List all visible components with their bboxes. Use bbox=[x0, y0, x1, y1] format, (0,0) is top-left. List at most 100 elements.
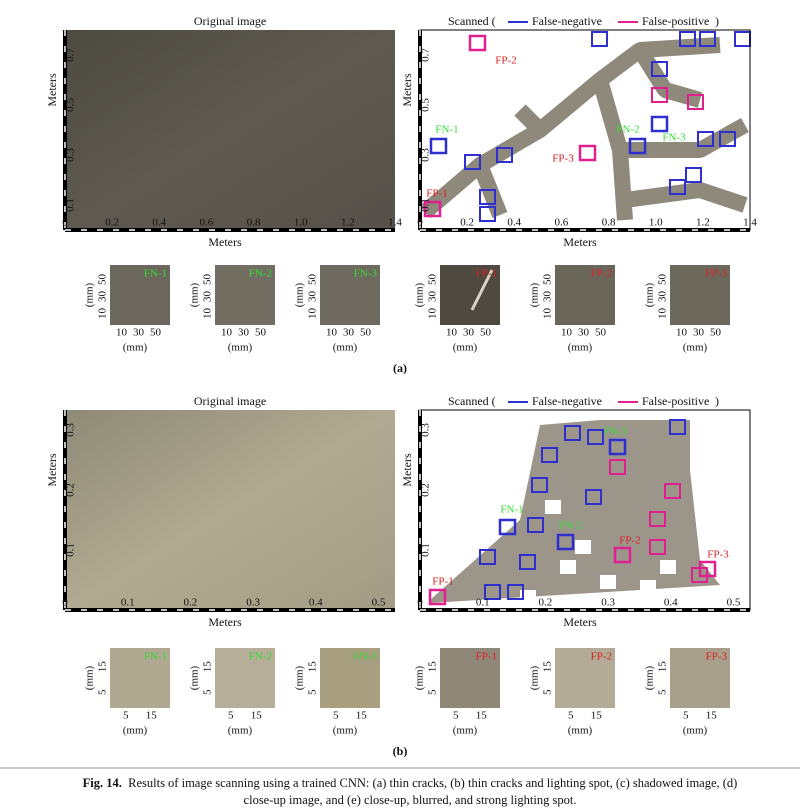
thumb-y-tick: 15 bbox=[657, 661, 669, 673]
x-axis-label: Meters bbox=[208, 235, 242, 249]
thumb-y-tick: 5 bbox=[97, 689, 109, 695]
panel-label: (b) bbox=[393, 744, 408, 758]
thumb-y-tick: 50 bbox=[427, 274, 439, 286]
x-tick-label: 0.1 bbox=[121, 597, 135, 609]
legend-label: False-positive bbox=[642, 14, 709, 28]
thumb-y-unit: (mm) bbox=[294, 665, 306, 690]
thumbnail-label: FP-1 bbox=[476, 651, 497, 663]
x-tick-label: 1.0 bbox=[294, 217, 308, 229]
false-negative-box bbox=[464, 154, 481, 170]
marker-box bbox=[650, 115, 669, 133]
crack-region bbox=[514, 104, 546, 136]
thumb-x-tick: 15 bbox=[706, 710, 718, 722]
thumb-y-unit: (mm) bbox=[189, 282, 201, 307]
thumbnail-label: FN-3 bbox=[354, 268, 378, 280]
false-negative-box bbox=[541, 447, 558, 463]
x-tick-label: 0.4 bbox=[664, 597, 678, 609]
scanned-title-close: ) bbox=[715, 14, 719, 28]
marker-label: FN-1 bbox=[435, 124, 458, 136]
thumbnail-label: FP-2 bbox=[591, 651, 612, 663]
marker-box bbox=[498, 518, 517, 536]
thumb-x-tick: 15 bbox=[476, 710, 488, 722]
x-tick-label: 0.2 bbox=[105, 217, 119, 229]
marker-box bbox=[429, 137, 448, 155]
thumb-x-unit: (mm) bbox=[123, 725, 148, 737]
thumb-x-tick: 30 bbox=[578, 327, 590, 339]
marker-label: FP-2 bbox=[495, 55, 516, 67]
y-tick-label: 0.2 bbox=[65, 483, 77, 497]
original-image bbox=[65, 410, 395, 610]
thumb-x-tick: 15 bbox=[146, 710, 158, 722]
scan-gap bbox=[640, 580, 656, 594]
thumbnail-image bbox=[215, 265, 275, 325]
x-tick-label: 0.4 bbox=[309, 597, 323, 609]
x-tick-label: 0 bbox=[62, 217, 68, 229]
thumb-y-tick: 5 bbox=[427, 689, 439, 695]
thumb-y-tick: 50 bbox=[307, 274, 319, 286]
false-negative-box bbox=[484, 584, 501, 600]
scan-gap bbox=[575, 540, 591, 554]
thumbnail-image bbox=[110, 648, 170, 708]
thumb-x-tick: 50 bbox=[360, 327, 372, 339]
marker-label: FN-3 bbox=[662, 132, 686, 144]
thumbnail-image bbox=[670, 265, 730, 325]
y-tick-label: 0.3 bbox=[65, 423, 77, 437]
thumb-x-unit: (mm) bbox=[333, 725, 358, 737]
thumb-x-tick: 50 bbox=[710, 327, 722, 339]
scan-gap bbox=[560, 560, 576, 574]
y-axis-label: Meters bbox=[400, 453, 414, 487]
thumbnail-label: FN-2 bbox=[249, 651, 272, 663]
scanned-title-close: ) bbox=[715, 394, 719, 408]
false-positive-box bbox=[651, 87, 668, 103]
x-tick-label: 1.0 bbox=[649, 217, 663, 229]
crack-streak bbox=[470, 269, 494, 311]
false-negative-box bbox=[685, 167, 702, 183]
thumb-y-tick: 15 bbox=[427, 661, 439, 673]
thumb-x-tick: 30 bbox=[343, 327, 355, 339]
thumb-y-tick: 10 bbox=[542, 308, 554, 320]
marker-label: FP-1 bbox=[426, 188, 447, 200]
false-positive-box bbox=[649, 511, 666, 527]
false-positive-box bbox=[649, 539, 666, 555]
thumbnail-image bbox=[320, 648, 380, 708]
legend-label: False-negative bbox=[532, 14, 602, 28]
thumbnail-image bbox=[440, 648, 500, 708]
thumb-x-unit: (mm) bbox=[568, 342, 593, 354]
thumb-y-unit: (mm) bbox=[644, 665, 656, 690]
marker-label: FN-2 bbox=[558, 520, 581, 532]
x-tick-label: 0 bbox=[417, 217, 423, 229]
thumbnail-image bbox=[670, 648, 730, 708]
caption-line: close-up image, and (e) close-up, blurre… bbox=[244, 793, 577, 807]
thumb-y-unit: (mm) bbox=[294, 282, 306, 307]
marker-label: FP-1 bbox=[432, 576, 453, 588]
x-tick-label: 0.8 bbox=[247, 217, 261, 229]
x-tick-label: 0 bbox=[62, 597, 68, 609]
scanned-title: Scanned ( bbox=[448, 14, 496, 28]
y-axis-label: Meters bbox=[400, 73, 414, 107]
marker-box bbox=[556, 533, 575, 551]
x-tick-label: 0.5 bbox=[727, 597, 741, 609]
thumb-y-unit: (mm) bbox=[644, 282, 656, 307]
x-tick-label: 0.4 bbox=[507, 217, 521, 229]
x-tick-label: 0.3 bbox=[246, 597, 260, 609]
thumbnail-label: FN-3 bbox=[354, 651, 378, 663]
marker-box bbox=[468, 34, 487, 52]
x-tick-label: 1.4 bbox=[743, 217, 757, 229]
x-tick-label: 0.2 bbox=[539, 597, 553, 609]
thumb-x-unit: (mm) bbox=[683, 725, 708, 737]
caption-text: Results of image scanning using a traine… bbox=[128, 776, 737, 790]
thumb-x-tick: 15 bbox=[591, 710, 603, 722]
scan-gap bbox=[600, 575, 616, 589]
thumb-y-tick: 30 bbox=[657, 291, 669, 303]
false-negative-box bbox=[587, 429, 604, 445]
thumb-y-unit: (mm) bbox=[529, 282, 541, 307]
thumb-x-tick: 5 bbox=[228, 710, 234, 722]
thumb-x-tick: 5 bbox=[333, 710, 339, 722]
marker-box bbox=[628, 137, 647, 155]
x-axis-label: Meters bbox=[563, 235, 597, 249]
false-negative-box bbox=[479, 189, 496, 205]
false-negative-box bbox=[479, 549, 496, 565]
crack-region bbox=[623, 182, 748, 213]
y-tick-label: 0.3 bbox=[65, 148, 77, 162]
thumb-y-unit: (mm) bbox=[84, 282, 96, 307]
